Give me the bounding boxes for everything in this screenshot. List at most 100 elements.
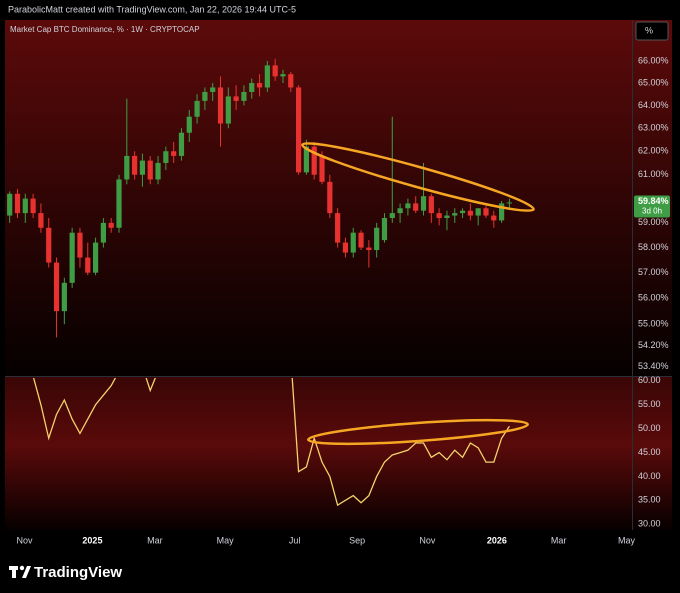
candle-body: [256, 83, 263, 88]
candle-body: [241, 91, 247, 101]
candle-body: [178, 132, 185, 156]
candle-body: [420, 196, 427, 211]
y-tick-label: 62.00%: [638, 146, 669, 156]
countdown: 3d 0h: [642, 207, 662, 216]
candle-body: [491, 215, 497, 221]
candle-body: [335, 213, 341, 243]
candle-body: [139, 160, 146, 175]
candle-body: [295, 87, 302, 173]
candle-body: [428, 196, 434, 214]
credit: ParabolicMatt created with TradingView.c…: [8, 4, 296, 14]
candle-body: [467, 210, 473, 216]
annotation-ellipse: [307, 418, 529, 446]
x-tick-label: 2026: [487, 535, 507, 545]
candle-body: [124, 155, 130, 180]
candle-body: [225, 96, 231, 124]
candle-body: [147, 160, 153, 180]
logo-shape: [12, 566, 16, 578]
y-tick-label: 58.00%: [638, 242, 669, 252]
candle-body: [7, 193, 13, 216]
candle-body: [85, 257, 91, 273]
candle-body: [499, 203, 505, 221]
y-tick-label: 61.00%: [638, 169, 669, 179]
lower-pane: [5, 377, 672, 530]
candle-body: [264, 65, 270, 88]
y-tick-label: 55.00: [638, 399, 661, 409]
candle-body: [132, 155, 138, 175]
candle-body: [202, 91, 208, 101]
y-tick-label: 54.20%: [638, 340, 669, 350]
candle-body: [280, 74, 286, 77]
candle-body: [116, 179, 122, 228]
main-pane: [5, 20, 672, 376]
candle-body: [444, 215, 450, 218]
y-tick-label: 66.00%: [638, 55, 669, 65]
candle-body: [311, 146, 317, 175]
candle-body: [233, 96, 239, 101]
y-tick-label: 50.00: [638, 423, 661, 433]
candle-body: [366, 247, 372, 251]
scale-button-label: %: [645, 25, 653, 35]
y-tick-label: 56.00%: [638, 293, 669, 303]
scale-button[interactable]: [635, 21, 669, 41]
candle-body: [288, 74, 294, 88]
candle-body: [452, 213, 458, 216]
candle-body: [108, 222, 114, 228]
candle-body: [171, 151, 177, 156]
candle-body: [272, 65, 278, 77]
candle-body: [381, 217, 388, 241]
candle-body: [186, 116, 192, 133]
logo-shape: [22, 566, 31, 578]
y-tick-label: 35.00: [638, 495, 661, 505]
candle-body: [303, 146, 309, 173]
candle-body: [358, 232, 364, 248]
candle-body: [69, 232, 75, 283]
candle-body: [61, 282, 67, 312]
y-tick-label: 63.00%: [638, 123, 669, 133]
y-tick-label: 55.00%: [638, 319, 669, 329]
candle-body: [459, 210, 466, 214]
candle-body: [350, 232, 356, 253]
candles: [7, 58, 513, 338]
y-tick-label: 59.00%: [638, 217, 669, 227]
candle-body: [475, 208, 481, 216]
candle-body: [194, 100, 200, 117]
candle-body: [163, 151, 169, 163]
candle-body: [14, 193, 21, 214]
x-tick-label: Mar: [551, 535, 567, 545]
y-tick-label: 64.00%: [638, 100, 669, 110]
candle-body: [413, 203, 419, 211]
y-tick-label: 60.00: [638, 375, 661, 385]
y-tick-label: 40.00: [638, 471, 661, 481]
y-tick-label: 53.40%: [638, 361, 669, 371]
x-tick-label: May: [217, 535, 235, 545]
candle-body: [30, 198, 36, 214]
candle-body: [249, 83, 255, 92]
candle-body: [210, 87, 216, 92]
logo: TradingView: [9, 564, 122, 581]
x-tick-label: May: [618, 535, 636, 545]
time-axis: [5, 530, 672, 550]
candle-body: [217, 87, 224, 124]
candle-body: [38, 213, 44, 228]
x-tick-label: Jul: [289, 535, 301, 545]
y-tick-label: 65.00%: [638, 77, 669, 87]
candle-body: [389, 213, 395, 218]
logo-shape: [19, 565, 25, 571]
last-price-label: 59.84%: [638, 196, 669, 206]
candle-body: [53, 262, 60, 312]
x-tick-label: Sep: [349, 535, 365, 545]
x-tick-label: Nov: [17, 535, 34, 545]
candle-body: [77, 232, 83, 258]
candle-body: [342, 242, 349, 253]
x-tick-label: 2025: [82, 535, 102, 545]
candle-body: [327, 181, 333, 214]
candle-body: [22, 198, 28, 214]
annotation-ellipse: [301, 142, 535, 212]
logo-text: TradingView: [34, 564, 122, 581]
candle-body: [436, 213, 442, 218]
chart-title: Market Cap BTC Dominance, % · 1W · CRYPT…: [10, 25, 200, 34]
y-tick-label: 30.00: [638, 519, 661, 529]
x-tick-label: Nov: [419, 535, 436, 545]
